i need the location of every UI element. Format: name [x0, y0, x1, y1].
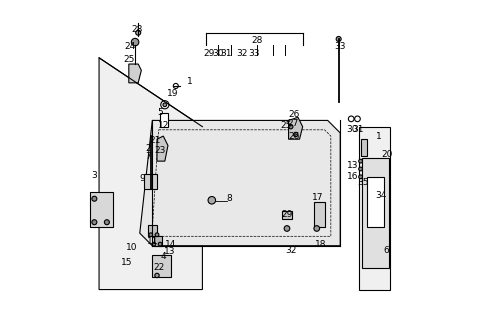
- Text: 8: 8: [226, 194, 232, 203]
- Text: 2: 2: [145, 144, 151, 153]
- Circle shape: [155, 233, 159, 237]
- Bar: [360, 139, 367, 156]
- Text: 9: 9: [140, 174, 145, 183]
- Text: 1: 1: [187, 77, 192, 86]
- Bar: [152, 255, 171, 277]
- Text: 28: 28: [131, 25, 143, 34]
- Text: 28: 28: [251, 36, 263, 45]
- Text: 34: 34: [376, 191, 387, 200]
- Text: 29: 29: [203, 49, 215, 58]
- Text: 31: 31: [221, 49, 232, 58]
- Text: 30: 30: [346, 125, 358, 134]
- Polygon shape: [140, 120, 340, 246]
- Polygon shape: [129, 64, 141, 83]
- Text: 13: 13: [347, 161, 358, 170]
- Circle shape: [158, 242, 162, 246]
- Polygon shape: [99, 58, 203, 289]
- Polygon shape: [288, 117, 303, 139]
- Text: 25: 25: [280, 121, 291, 130]
- Text: 1: 1: [376, 131, 382, 141]
- Circle shape: [163, 103, 167, 106]
- Text: 10: 10: [126, 243, 137, 252]
- Text: 33: 33: [334, 42, 346, 51]
- Text: 32: 32: [236, 49, 248, 58]
- Circle shape: [336, 36, 341, 41]
- Circle shape: [288, 125, 293, 129]
- Text: 33: 33: [249, 49, 260, 58]
- Text: 20: 20: [381, 150, 392, 159]
- Text: 29: 29: [281, 210, 293, 219]
- Circle shape: [92, 196, 97, 201]
- Circle shape: [104, 220, 109, 225]
- Circle shape: [359, 175, 362, 179]
- Text: 4: 4: [160, 252, 166, 261]
- Text: 26: 26: [288, 131, 300, 141]
- Circle shape: [314, 226, 320, 231]
- Text: 12: 12: [157, 121, 169, 130]
- Circle shape: [284, 226, 290, 231]
- Text: 25: 25: [123, 55, 135, 64]
- Bar: [90, 192, 113, 227]
- Circle shape: [208, 197, 216, 204]
- Text: 17: 17: [312, 193, 324, 202]
- Bar: [154, 236, 162, 246]
- Text: 14: 14: [166, 240, 177, 249]
- Bar: [147, 225, 157, 236]
- Text: 15: 15: [121, 258, 132, 267]
- Text: 7: 7: [145, 152, 151, 161]
- Circle shape: [294, 132, 298, 137]
- Circle shape: [155, 273, 159, 278]
- Polygon shape: [157, 136, 168, 161]
- Circle shape: [161, 101, 169, 109]
- Circle shape: [355, 116, 360, 122]
- Text: 3: 3: [91, 171, 97, 180]
- Polygon shape: [359, 127, 390, 289]
- Bar: [367, 177, 384, 227]
- Circle shape: [132, 38, 139, 46]
- Circle shape: [136, 30, 141, 35]
- Circle shape: [152, 242, 156, 246]
- Text: 22: 22: [153, 263, 164, 272]
- Circle shape: [173, 83, 178, 88]
- Text: 19: 19: [168, 89, 179, 98]
- Text: 32: 32: [285, 246, 296, 255]
- Text: 21: 21: [149, 136, 160, 145]
- Circle shape: [359, 167, 362, 171]
- Text: 24: 24: [125, 42, 136, 51]
- Text: 13: 13: [164, 247, 176, 257]
- Text: 30: 30: [212, 49, 223, 58]
- Bar: [282, 211, 292, 219]
- Text: 5: 5: [157, 108, 163, 117]
- Bar: [313, 202, 324, 227]
- Text: 35: 35: [357, 178, 369, 187]
- Text: 23: 23: [155, 146, 166, 155]
- Circle shape: [92, 220, 97, 225]
- Circle shape: [359, 159, 362, 163]
- Polygon shape: [362, 158, 389, 268]
- Text: 16: 16: [348, 172, 359, 181]
- Circle shape: [348, 116, 354, 122]
- Text: 6: 6: [383, 246, 389, 255]
- Text: 27: 27: [288, 119, 299, 128]
- Text: 26: 26: [288, 110, 300, 118]
- Text: 31: 31: [353, 125, 364, 134]
- Circle shape: [149, 233, 153, 237]
- Bar: [160, 112, 168, 127]
- Bar: [144, 174, 157, 189]
- Text: 18: 18: [314, 240, 326, 249]
- Text: 11: 11: [147, 236, 158, 246]
